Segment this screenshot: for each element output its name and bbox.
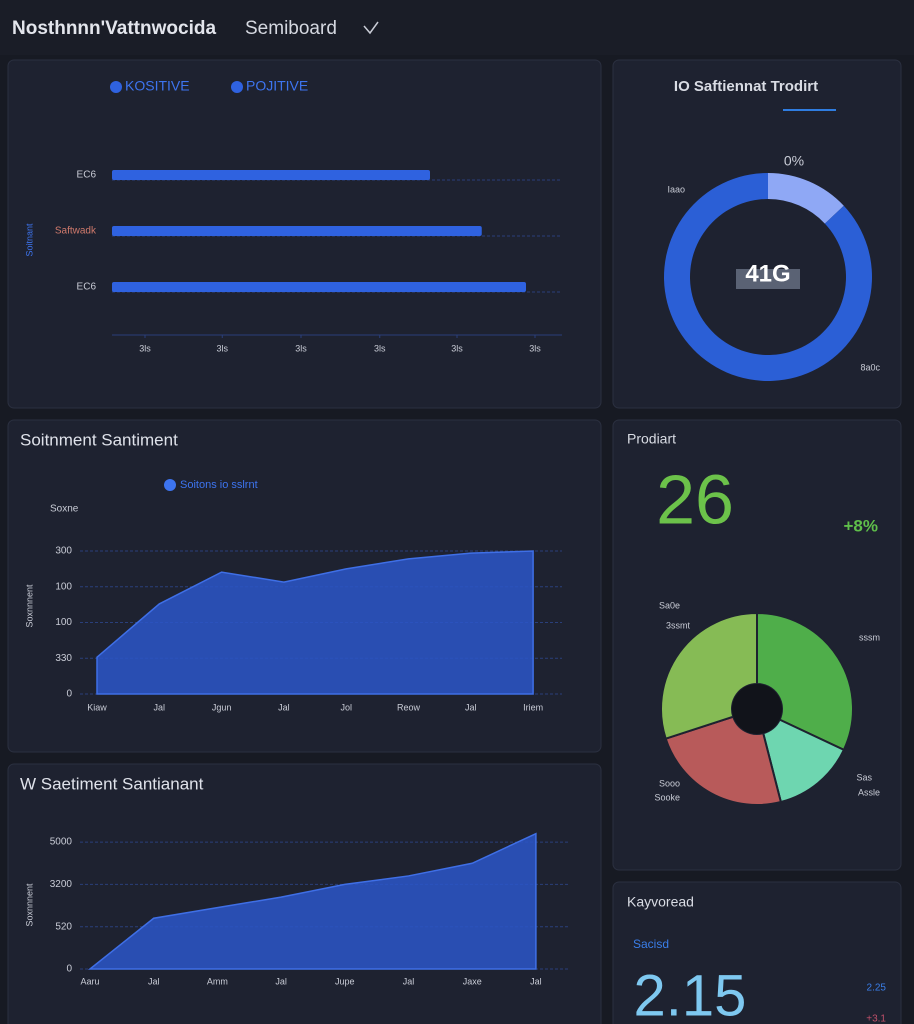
y-axis-label: Soitnant (24, 223, 34, 257)
x-tick-label: 3ls (451, 343, 463, 353)
x-tick-label: Iriem (523, 702, 543, 712)
bar (112, 282, 526, 292)
pie-hole (732, 684, 782, 734)
y-tick-label: 0 (66, 964, 72, 975)
center-label-bg (736, 269, 800, 289)
header-subtitle: Semiboard (245, 18, 337, 39)
x-tick-label: Jal (154, 702, 166, 712)
chart-title: Soitnment Santiment (20, 430, 178, 449)
legend-label: POJITIVE (246, 78, 308, 94)
x-tick-label: Jal (403, 976, 415, 986)
annotation: Sas (856, 772, 872, 782)
x-tick-label: Amm (207, 976, 228, 986)
y-tick-label: 300 (55, 546, 72, 557)
kpi-change: +8% (844, 516, 879, 535)
chart-title: W Saetiment Santianant (20, 774, 204, 793)
x-tick-label: Jal (530, 976, 542, 986)
y-tick-label: 520 (55, 921, 72, 932)
kpi-value: 26 (656, 460, 734, 538)
card-title: Kayvoread (627, 894, 694, 910)
y-tick-label: 0 (66, 689, 72, 700)
card-title: Prodiart (627, 431, 676, 447)
x-tick-label: Jupe (335, 976, 355, 986)
kpi-change: +3.1 (866, 1014, 886, 1024)
y-tick-label: 100 (55, 581, 72, 592)
annotation: Sooke (654, 792, 680, 802)
annotation: 0% (784, 153, 804, 169)
legend-marker (231, 81, 243, 93)
x-tick-label: Jal (465, 702, 477, 712)
y-axis-title: Soxne (50, 504, 79, 515)
kpi-value: 2.15 (634, 963, 747, 1024)
annotation: Iaao (667, 184, 685, 194)
y-tick-label: EC6 (77, 282, 97, 293)
card-subtitle: Sacisd (633, 937, 669, 951)
center-label: 41G (745, 260, 790, 287)
x-tick-label: 3ls (139, 343, 151, 353)
annotation: 8a0c (860, 362, 880, 372)
x-tick-label: Jal (278, 702, 290, 712)
annotation: Assle (858, 787, 880, 797)
header-bar (0, 0, 914, 55)
bar (112, 226, 482, 236)
x-tick-label: Jaxe (463, 976, 482, 986)
donut-slice (768, 173, 844, 224)
y-axis-label: Soxnnnent (24, 584, 34, 628)
area (87, 832, 537, 970)
x-tick-label: Reow (397, 702, 421, 712)
chart-title: IO Saftiennat Trodirt (674, 78, 818, 95)
legend-marker (164, 479, 176, 491)
x-tick-label: Jal (275, 976, 287, 986)
annotation: 3ssmt (666, 620, 691, 630)
legend-label: KOSITIVE (125, 78, 190, 94)
x-tick-label: Aaru (80, 976, 99, 986)
header-title: Nosthnnn'Vattnwocida (12, 18, 216, 39)
annotation: sssm (859, 632, 880, 642)
header-chevron[interactable] (363, 21, 379, 35)
x-tick-label: Kiaw (87, 702, 107, 712)
y-tick-label: 100 (55, 617, 72, 628)
x-tick-label: 3ls (295, 343, 307, 353)
x-tick-label: 3ls (216, 343, 228, 353)
x-tick-label: Jal (148, 976, 160, 986)
bar (112, 170, 430, 180)
area (96, 550, 534, 695)
y-tick-label: 330 (55, 653, 72, 664)
y-tick-label: 3200 (50, 879, 73, 890)
x-tick-label: 3ls (529, 343, 541, 353)
card (612, 881, 902, 1024)
y-tick-label: EC6 (77, 170, 97, 181)
legend-label: Soitons io sslrnt (180, 479, 258, 491)
y-axis-label: Soxnnnent (24, 883, 34, 927)
y-tick-label: Saftwadk (55, 226, 97, 237)
legend-marker (110, 81, 122, 93)
x-tick-label: 3ls (374, 343, 386, 353)
annotation: Sooo (659, 778, 680, 788)
annotation: Sa0e (659, 600, 680, 610)
x-tick-label: Jgun (212, 702, 232, 712)
kpi-secondary: 2.25 (867, 983, 887, 994)
y-tick-label: 5000 (50, 837, 73, 848)
x-tick-label: Jol (340, 702, 352, 712)
